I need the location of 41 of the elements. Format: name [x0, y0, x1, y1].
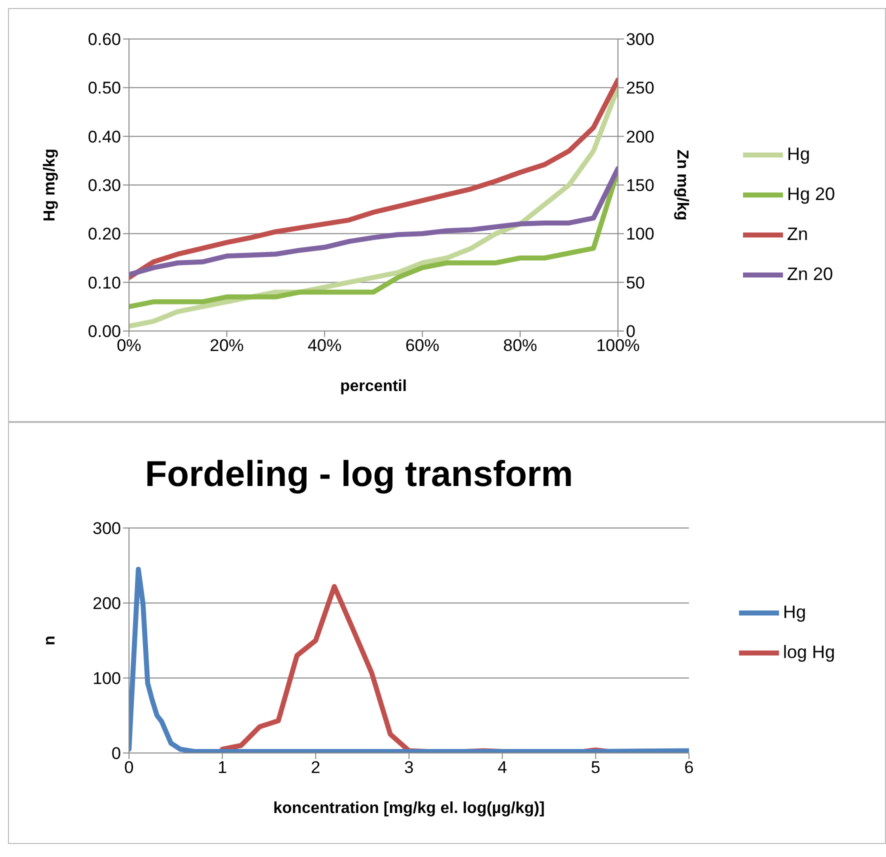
y-tick-label: 0 — [112, 744, 121, 764]
y-tick-label: 0.40 — [88, 127, 121, 146]
x-axis-title: percentil — [340, 378, 407, 395]
x-tick-label: 0% — [116, 336, 142, 356]
y-tick-label: 100 — [92, 669, 121, 688]
y2-axis-title: Zn mg/kg — [673, 149, 690, 221]
y-axis-title: Hg mg/kg — [42, 148, 59, 222]
x-tick-label: 20% — [210, 336, 244, 356]
x-axis-title: koncentration [mg/kg el. log(µg/kg)] — [273, 800, 545, 817]
x-tick-label: 80% — [503, 336, 538, 356]
y-tick-label: 0.50 — [88, 78, 121, 98]
y-tick-label: 0.30 — [88, 176, 121, 196]
x-tick-label: 6 — [684, 758, 694, 778]
y2-tick-label: 100 — [626, 224, 654, 244]
x-tick-label: 2 — [310, 758, 320, 778]
legend-label: log Hg — [782, 642, 835, 662]
legend-label: Zn 20 — [786, 264, 833, 284]
y-tick-label: 0.20 — [88, 224, 121, 244]
legend-label: Zn — [786, 224, 808, 244]
y2-tick-label: 250 — [626, 78, 654, 98]
y-tick-label: 200 — [92, 594, 121, 614]
y2-tick-label: 300 — [626, 30, 654, 50]
legend-label: Hg — [782, 602, 806, 622]
x-tick-label: 40% — [308, 336, 342, 356]
y-tick-label: 0.10 — [88, 273, 121, 292]
x-tick-label: 5 — [590, 758, 600, 778]
x-tick-label: 4 — [498, 758, 508, 778]
y2-tick-label: 150 — [626, 176, 654, 196]
x-tick-label: 100% — [596, 336, 640, 356]
x-tick-label: 0 — [124, 758, 134, 778]
y2-tick-label: 200 — [626, 127, 654, 146]
y-axis-title: n — [42, 636, 59, 646]
x-tick-label: 60% — [405, 336, 440, 356]
y-tick-label: 0.60 — [88, 30, 121, 50]
legend-label: Hg — [786, 144, 810, 164]
legend-label: Hg 20 — [786, 184, 835, 204]
x-tick-label: 1 — [218, 758, 228, 778]
y-tick-label: 300 — [92, 519, 121, 538]
x-tick-label: 3 — [404, 758, 414, 778]
chart-title: Fordeling - log transform — [144, 453, 574, 495]
y2-tick-label: 50 — [626, 273, 645, 292]
